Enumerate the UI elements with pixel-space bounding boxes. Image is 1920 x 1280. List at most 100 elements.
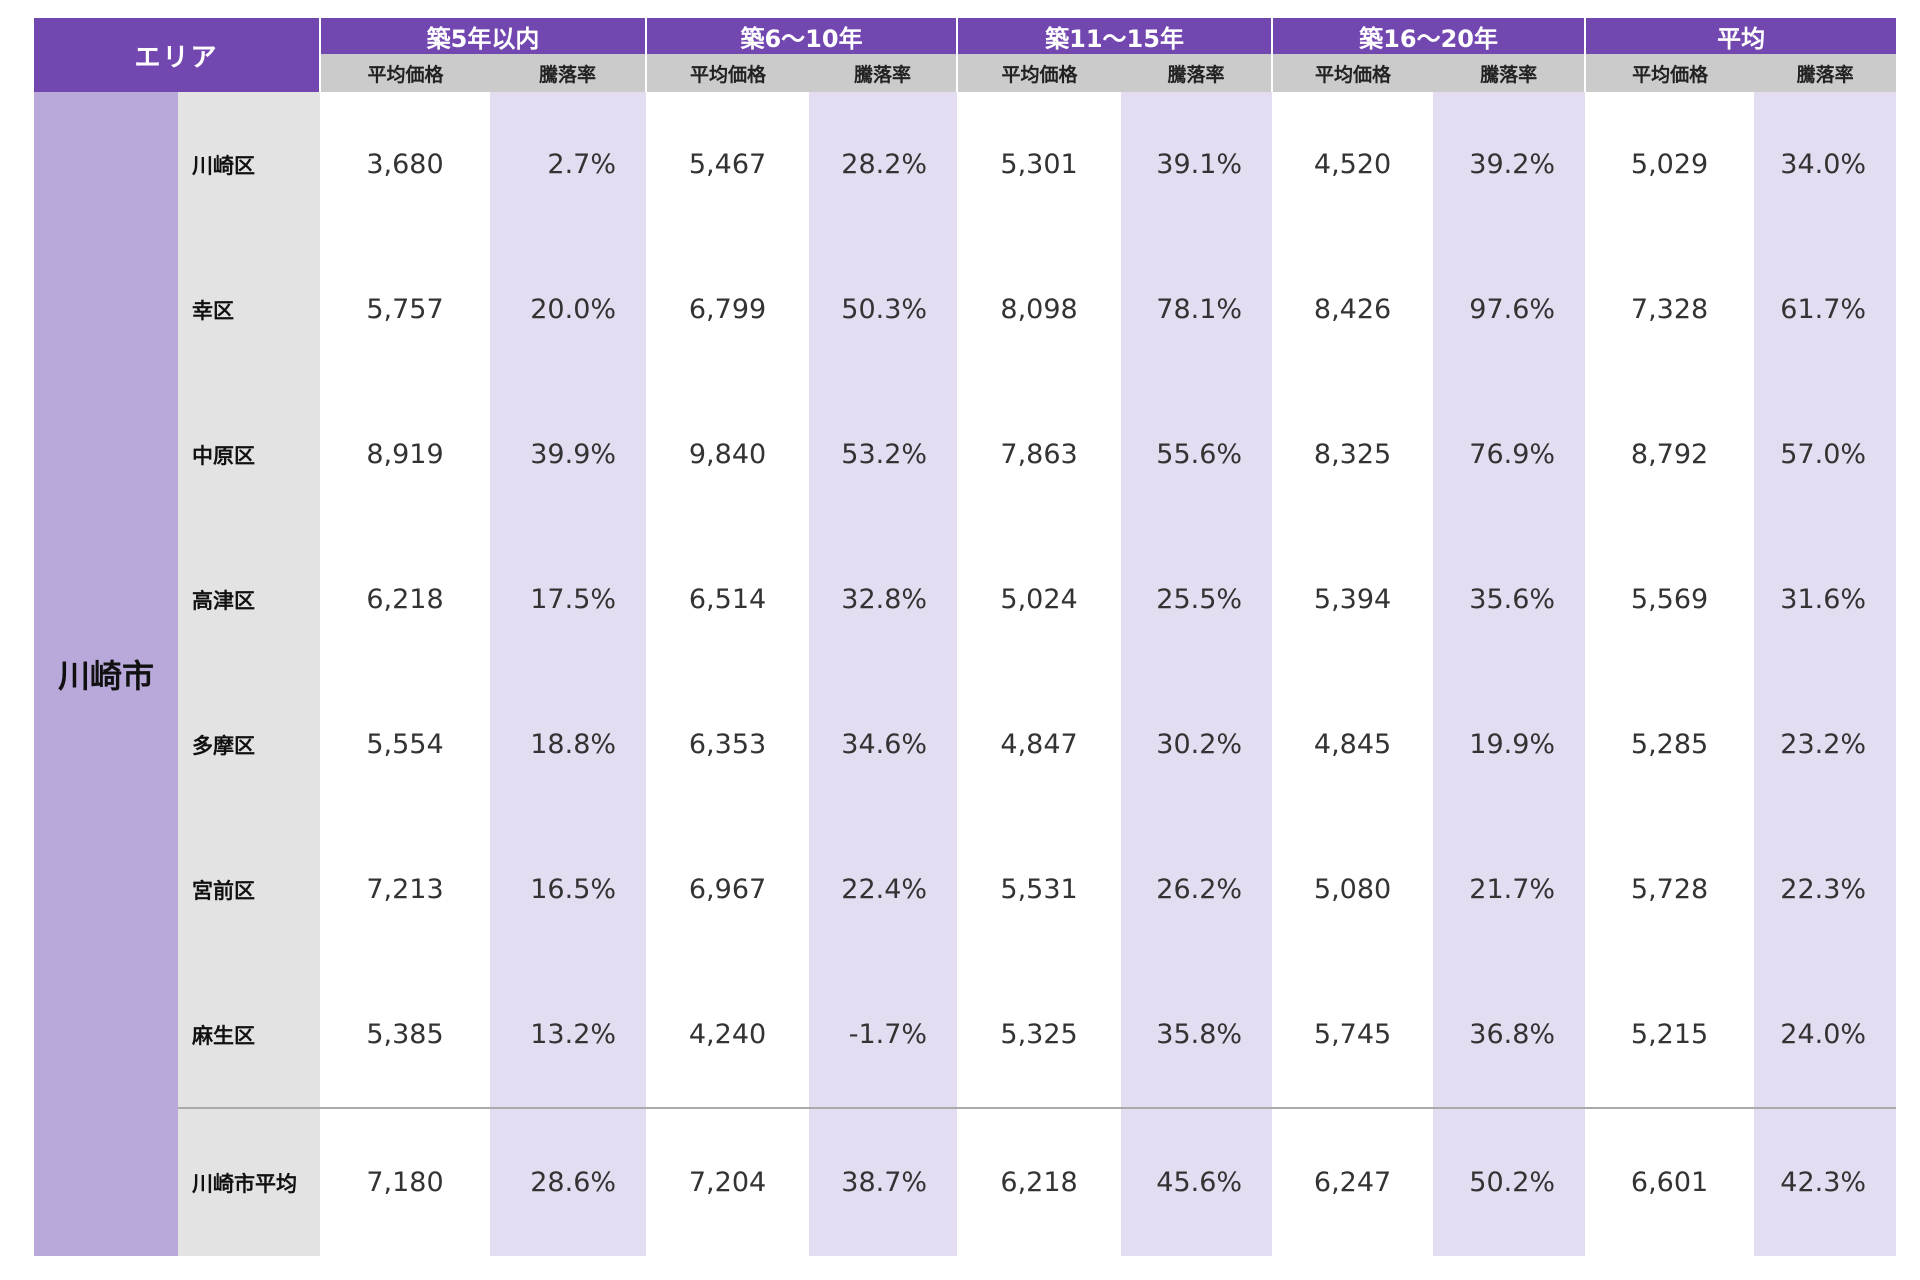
price-cell: 6,799 bbox=[646, 237, 810, 382]
ward-label: 多摩区 bbox=[178, 672, 321, 817]
price-cell: 7,213 bbox=[320, 817, 491, 962]
table-row: 麻生区 5,385 13.2% 4,240 -1.7% 5,325 35.8% 5,745 36… bbox=[34, 962, 1897, 1108]
price-cell: 5,215 bbox=[1585, 962, 1755, 1108]
price-cell: 5,467 bbox=[646, 92, 810, 237]
price-cell: 5,554 bbox=[320, 672, 491, 817]
sub-header-price: 平均価格 bbox=[1584, 54, 1755, 92]
price-cell: 5,569 bbox=[1585, 527, 1755, 672]
price-cell: 5,757 bbox=[320, 237, 491, 382]
rate-cell: 45.6% bbox=[1121, 1107, 1273, 1256]
rate-cell: 34.6% bbox=[809, 672, 958, 817]
price-cell: 6,967 bbox=[646, 817, 810, 962]
rate-cell: 76.9% bbox=[1433, 382, 1586, 527]
sub-header-price: 平均価格 bbox=[956, 54, 1122, 92]
price-cell: 6,514 bbox=[646, 527, 810, 672]
group-header-11-15: 築11〜15年 bbox=[956, 18, 1273, 54]
price-cell: 5,080 bbox=[1272, 817, 1434, 962]
price-cell: 7,180 bbox=[320, 1107, 491, 1256]
rate-cell: 36.8% bbox=[1433, 962, 1586, 1108]
price-cell: 5,385 bbox=[320, 962, 491, 1108]
table-body: 川崎市 川崎区 3,680 2.7% 5,467 28.2% 5,301 39.1% 4,520… bbox=[34, 92, 1897, 1256]
rate-cell: 31.6% bbox=[1754, 527, 1897, 672]
rate-cell: 35.8% bbox=[1121, 962, 1273, 1108]
price-cell: 8,325 bbox=[1272, 382, 1434, 527]
price-cell: 4,240 bbox=[646, 962, 810, 1108]
rate-cell: 19.9% bbox=[1433, 672, 1586, 817]
rate-cell: 50.3% bbox=[809, 237, 958, 382]
sub-header-rate: 騰落率 bbox=[1754, 54, 1897, 92]
rate-cell: 42.3% bbox=[1754, 1107, 1897, 1256]
rate-cell: 39.2% bbox=[1433, 92, 1586, 237]
sub-header-price: 平均価格 bbox=[1271, 54, 1434, 92]
price-cell: 7,863 bbox=[957, 382, 1122, 527]
rate-cell: 53.2% bbox=[809, 382, 958, 527]
rate-cell: 23.2% bbox=[1754, 672, 1897, 817]
rate-cell: 16.5% bbox=[490, 817, 647, 962]
price-cell: 3,680 bbox=[320, 92, 491, 237]
group-header-0-5: 築5年以内 bbox=[319, 18, 647, 54]
price-cell: 5,301 bbox=[957, 92, 1122, 237]
price-cell: 4,520 bbox=[1272, 92, 1434, 237]
price-cell: 6,218 bbox=[320, 527, 491, 672]
table-row: 川崎市 川崎区 3,680 2.7% 5,467 28.2% 5,301 39.1% 4,520… bbox=[34, 92, 1897, 1256]
rate-cell: 20.0% bbox=[490, 237, 647, 382]
average-label: 川崎市平均 bbox=[178, 1107, 321, 1256]
ward-label: 幸区 bbox=[178, 237, 321, 382]
price-cell: 4,845 bbox=[1272, 672, 1434, 817]
table-row: 幸区 5,757 20.0% 6,799 50.3% 8,098 78.1% 8,426 97.… bbox=[34, 237, 1897, 382]
price-cell: 6,218 bbox=[957, 1107, 1122, 1256]
rate-cell: 22.3% bbox=[1754, 817, 1897, 962]
price-cell: 8,919 bbox=[320, 382, 491, 527]
rate-cell: 35.6% bbox=[1433, 527, 1586, 672]
ward-label: 高津区 bbox=[178, 527, 321, 672]
price-cell: 5,024 bbox=[957, 527, 1122, 672]
rate-cell: 34.0% bbox=[1754, 92, 1897, 237]
group-header-average: 平均 bbox=[1584, 18, 1897, 54]
rate-cell: 18.8% bbox=[490, 672, 647, 817]
group-header-6-10: 築6〜10年 bbox=[645, 18, 958, 54]
rate-cell: 25.5% bbox=[1121, 527, 1273, 672]
price-cell: 5,745 bbox=[1272, 962, 1434, 1108]
rate-cell: 32.8% bbox=[809, 527, 958, 672]
price-cell: 5,531 bbox=[957, 817, 1122, 962]
price-cell: 9,840 bbox=[646, 382, 810, 527]
table-row: 多摩区 5,554 18.8% 6,353 34.6% 4,847 30.2% 4,845 19… bbox=[34, 672, 1897, 817]
rate-cell: 13.2% bbox=[490, 962, 647, 1108]
price-cell: 8,426 bbox=[1272, 237, 1434, 382]
sub-header-row: 平均価格 騰落率 平均価格 騰落率 平均価格 騰落率 平均価格 騰落率 平均価格 騰落率 bbox=[34, 54, 1897, 92]
sub-header-rate: 騰落率 bbox=[1433, 54, 1586, 92]
price-change-table: エリア 築5年以内 築6〜10年 築11〜15年 築16〜20年 平均 平均価格… bbox=[34, 18, 1897, 1256]
price-cell: 7,328 bbox=[1585, 237, 1755, 382]
rate-cell: 28.2% bbox=[809, 92, 958, 237]
table-row: 中原区 8,919 39.9% 9,840 53.2% 7,863 55.6% 8,325 76… bbox=[34, 382, 1897, 527]
price-cell: 5,728 bbox=[1585, 817, 1755, 962]
average-row: 川崎市平均 7,180 28.6% 7,204 38.7% 6,218 45.6% 6,247… bbox=[34, 1107, 1897, 1256]
rate-cell: 38.7% bbox=[809, 1107, 958, 1256]
price-cell: 6,601 bbox=[1585, 1107, 1755, 1256]
price-cell: 4,847 bbox=[957, 672, 1122, 817]
ward-label: 中原区 bbox=[178, 382, 321, 527]
rate-cell: 24.0% bbox=[1754, 962, 1897, 1108]
ward-label: 麻生区 bbox=[178, 962, 321, 1108]
price-cell: 6,353 bbox=[646, 672, 810, 817]
rate-cell: 55.6% bbox=[1121, 382, 1273, 527]
sub-header-price: 平均価格 bbox=[319, 54, 491, 92]
sub-header-rate: 騰落率 bbox=[809, 54, 958, 92]
price-cell: 5,394 bbox=[1272, 527, 1434, 672]
rate-cell: 57.0% bbox=[1754, 382, 1897, 527]
rate-cell: 22.4% bbox=[809, 817, 958, 962]
price-cell: 5,285 bbox=[1585, 672, 1755, 817]
rate-cell: 26.2% bbox=[1121, 817, 1273, 962]
rate-cell: 50.2% bbox=[1433, 1107, 1586, 1256]
ward-label: 宮前区 bbox=[178, 817, 321, 962]
city-label: 川崎市 bbox=[34, 92, 178, 1256]
rate-cell: -1.7% bbox=[809, 962, 958, 1108]
sub-header-rate: 騰落率 bbox=[490, 54, 647, 92]
area-header: エリア bbox=[34, 18, 321, 92]
group-header-16-20: 築16〜20年 bbox=[1271, 18, 1586, 54]
price-cell: 6,247 bbox=[1272, 1107, 1434, 1256]
price-cell: 5,029 bbox=[1585, 92, 1755, 237]
sub-header-price: 平均価格 bbox=[645, 54, 810, 92]
rate-cell: 28.6% bbox=[490, 1107, 647, 1256]
rate-cell: 78.1% bbox=[1121, 237, 1273, 382]
